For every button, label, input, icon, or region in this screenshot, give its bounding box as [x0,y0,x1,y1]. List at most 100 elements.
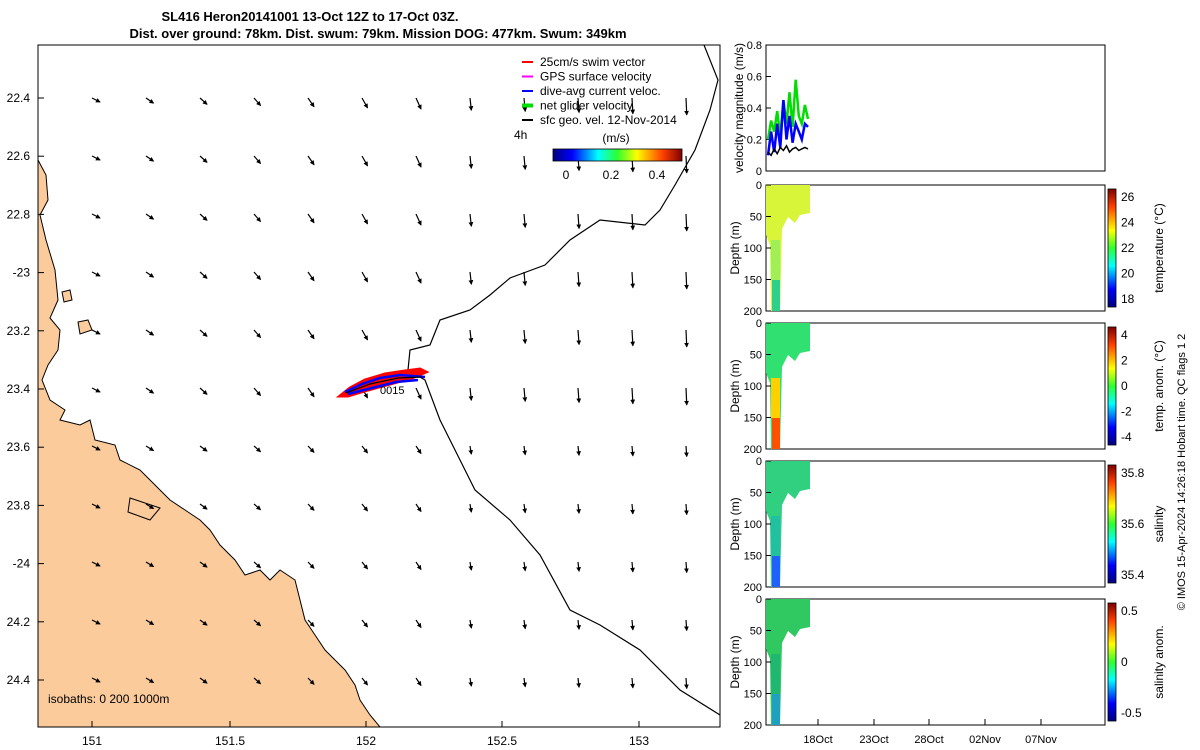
velocity-arrow [199,213,208,221]
velocity-frame [765,44,1106,172]
velocity-arrow [361,155,369,167]
velocity-arrow [576,271,582,288]
velocity-arrow [91,503,101,509]
velocity-arrow [740,562,741,573]
velocity-y-tick-label: 0.6 [747,72,762,84]
map-y-tick-label: 22.4 [7,91,31,105]
velocity-arrow [415,329,422,342]
velocity-arrow [576,677,581,689]
track-centerline [345,376,423,394]
surface-velocity-vectors [91,97,741,747]
map-y-tick-label: 24.4 [7,673,31,687]
velocity-arrow [307,561,315,569]
colorbar-tick-label: 35.8 [1121,466,1145,480]
velocity-arrow [199,271,208,279]
depth-tick-label: 200 [744,720,762,732]
velocity-y-tick-label: 0.8 [747,40,762,52]
depth-tick-label: 0 [756,180,762,192]
title-line-1: SL416 Heron20141001 13-Oct 12Z to 17-Oct… [162,9,459,24]
velocity-arrow [468,271,474,285]
velocity-arrow [578,736,579,745]
section-fill-mid [771,654,780,694]
depth-tick-label: 100 [744,381,762,393]
velocity-arrow [684,97,689,116]
velocity-arrow [630,213,636,231]
depth-panel: 0 50 100 150 200 Depth (m) 0.5 0 -0.5 salinity an… [728,594,1166,732]
map-frame [37,44,721,728]
velocity-arrow [361,561,368,570]
velocity-arrow [740,736,741,747]
time-tick-label: 18Oct [803,734,832,746]
velocity-arrow [145,271,155,278]
velocity-arrow [468,97,474,111]
map-y-tick-label: 24.2 [7,615,31,629]
velocity-arrow [199,329,208,337]
speed-colorbar-ticks: 0 0.2 0.4 [563,168,666,182]
velocity-arrow [415,503,422,513]
legend-item-label: dive-avg current veloc. [540,84,661,98]
velocity-arrow [468,445,474,455]
depth-tick-label: 150 [744,275,762,287]
velocity-arrow [630,387,636,405]
depth-tick-label: 50 [750,212,762,224]
depth-tick-label: 50 [750,350,762,362]
velocity-arrow [361,445,368,454]
map-y-tick-label: -23 [13,266,31,280]
depth-panel: 0 50 100 150 200 Depth (m) 26 24 22 20 18 temperatu… [728,180,1166,318]
legend-item-label: GPS surface velocity [540,70,651,84]
velocity-arrow [630,329,636,347]
time-axis: 18Oct 23Oct 28Oct 02Nov 07Nov [803,719,1057,746]
depth-panel: 0 50 100 150 200 Depth (m) 35.8 35.6 35.4 salinit… [728,456,1166,594]
velocity-arrow [416,736,421,744]
colorbar-label: temperature (°C) [1152,203,1166,293]
velocity-arrow [740,446,741,457]
velocity-arrow [630,503,635,515]
velocity-series-line [766,100,809,156]
velocity-arrow [684,445,689,458]
velocity-arrow [468,329,474,343]
velocity-arrow [630,561,635,573]
section-fill-deep [772,280,780,311]
velocity-arrow [307,97,315,108]
section-fill-mid [771,240,780,280]
velocity-arrow [468,213,474,227]
velocity-arrow [522,271,528,287]
colorbar-tick-label: 24 [1121,216,1135,230]
velocity-arrow [308,736,314,742]
velocity-arrow [415,619,422,629]
velocity-arrow [253,155,262,165]
velocity-arrow [199,155,208,163]
velocity-arrow [199,677,208,684]
title-line-2: Dist. over ground: 78km. Dist. swum: 79k… [129,26,626,41]
velocity-arrow [522,561,528,572]
velocity-arrow [415,97,422,110]
depth-tick-label: 100 [744,519,762,531]
velocity-arrow [254,736,261,742]
depth-ylabel: Depth (m) [728,221,742,274]
track-label: 0015 [380,385,404,397]
velocity-arrow [145,561,155,568]
island [61,289,73,303]
velocity-arrow [684,561,689,574]
velocity-arrow [630,445,635,457]
depth-tick-label: 0 [756,456,762,468]
velocity-arrow [91,213,101,219]
velocity-series-line [767,144,809,157]
velocity-arrow [522,387,528,403]
velocity-arrow [91,97,101,103]
map-x-tick-label: 153 [629,734,649,748]
velocity-arrow [253,561,262,569]
velocity-arrow [576,387,582,404]
velocity-arrow [522,213,528,229]
velocity-arrow [145,387,155,394]
velocity-arrow [415,155,422,168]
velocity-y-tick-label: 0.2 [747,135,762,147]
velocity-arrow [253,271,262,281]
velocity-arrow [253,329,262,339]
colorbar-title: (m/s) [602,131,629,145]
velocity-arrow [468,619,474,629]
colorbar-tick-label: 0 [1121,655,1128,669]
glider-track: 0015 [335,367,430,398]
velocity-arrow [522,155,528,171]
